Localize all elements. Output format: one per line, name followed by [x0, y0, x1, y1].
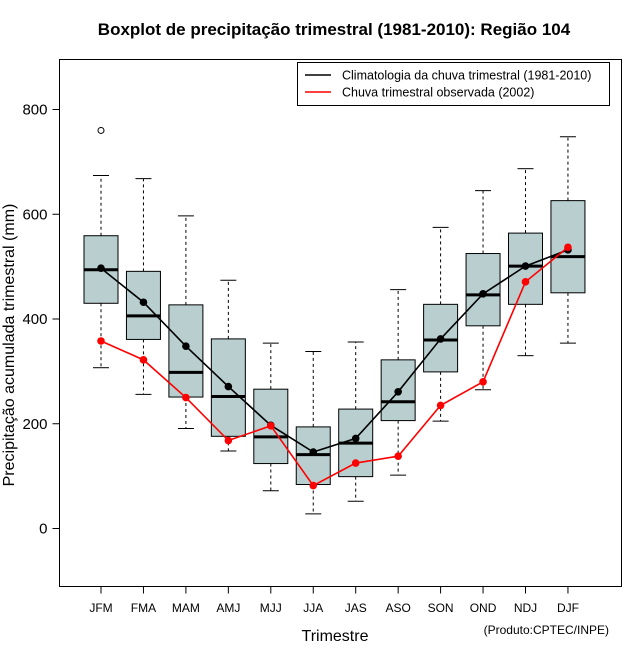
- y-axis: 0 200 400 600 800: [22, 102, 60, 538]
- series-lines-layer: [97, 243, 572, 490]
- boxes-layer: [83, 126, 586, 515]
- x-tick-label: ASO: [385, 601, 410, 615]
- series-point: [224, 382, 233, 391]
- series-point: [267, 422, 275, 430]
- series-point: [394, 452, 402, 461]
- legend-label: Chuva trimestral observada (2002): [342, 86, 534, 100]
- series-point: [521, 262, 530, 270]
- x-tick-label: AMJ: [216, 601, 240, 615]
- series-point: [351, 459, 360, 467]
- y-axis-label: Precipitação acumulada trimestral (mm): [1, 204, 18, 487]
- x-tick-label: JFM: [89, 601, 112, 615]
- series-observed: [97, 243, 572, 490]
- x-tick-label: SON: [428, 601, 454, 615]
- legend-box: [297, 62, 610, 106]
- y-tick-label: 600: [22, 206, 47, 223]
- y-tick-label: 800: [22, 102, 47, 119]
- box-OND: [465, 190, 501, 391]
- legend: Climatologia da chuva trimestral (1981-2…: [297, 62, 610, 106]
- series-point: [436, 335, 445, 343]
- outlier-point: [97, 126, 105, 134]
- series-point: [97, 337, 105, 345]
- box-MAM: [168, 215, 204, 429]
- x-tick-label: NDJ: [514, 601, 537, 615]
- series-point: [521, 278, 530, 286]
- series-point: [182, 342, 190, 351]
- series-line: [100, 249, 569, 453]
- box-JFM: [83, 126, 119, 369]
- y-tick-label: 200: [22, 416, 47, 433]
- series-point: [182, 393, 190, 402]
- x-tick-label: FMA: [131, 601, 156, 615]
- x-tick-label: OND: [470, 601, 497, 615]
- x-axis-label: Trimestre: [302, 628, 369, 645]
- chart-title: Boxplot de precipitação trimestral (1981…: [98, 20, 571, 39]
- box-iqr: [168, 304, 204, 398]
- legend-label: Climatologia da chuva trimestral (1981-2…: [342, 69, 591, 83]
- x-tick-label: DJF: [557, 601, 579, 615]
- series-point: [224, 436, 233, 445]
- series-line: [100, 246, 569, 487]
- x-axis: JFM FMA MAM AMJ MJJ JJA JAS ASO SON OND NDJ DJF: [89, 586, 579, 615]
- series-point: [564, 243, 572, 252]
- series-point: [479, 378, 487, 386]
- series-point: [436, 401, 445, 410]
- y-tick-label: 400: [22, 311, 47, 328]
- box-iqr: [465, 253, 501, 327]
- series-point: [479, 290, 487, 298]
- x-tick-label: MAM: [172, 601, 200, 615]
- series-point: [97, 264, 105, 272]
- series-point: [309, 448, 318, 456]
- series-point: [351, 434, 360, 443]
- series-point: [309, 481, 318, 490]
- x-tick-label: MJJ: [260, 601, 282, 615]
- series-point: [139, 298, 148, 307]
- series-point: [394, 388, 402, 396]
- x-tick-label: JJA: [303, 601, 323, 615]
- x-tick-label: JAS: [345, 601, 367, 615]
- product-credit: (Produto:CPTEC/INPE): [484, 623, 609, 637]
- series-point: [139, 356, 148, 364]
- y-tick-label: 0: [39, 521, 47, 538]
